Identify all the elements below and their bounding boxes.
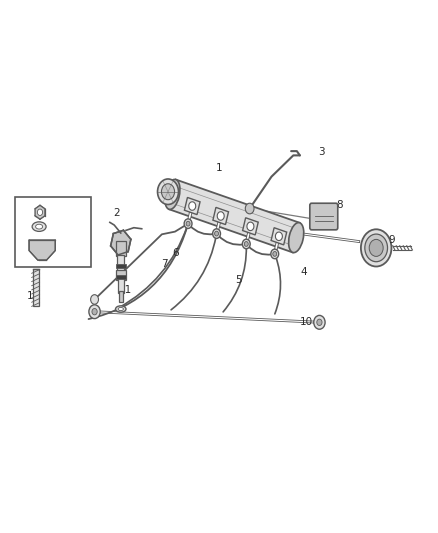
Ellipse shape	[244, 241, 248, 246]
Text: 12: 12	[40, 214, 53, 224]
Ellipse shape	[32, 222, 46, 231]
Ellipse shape	[247, 222, 254, 231]
Text: 6: 6	[172, 248, 179, 258]
Text: 13: 13	[35, 243, 49, 253]
Bar	[14, 197, 91, 266]
Text: 2: 2	[113, 208, 120, 219]
Ellipse shape	[118, 308, 124, 311]
Text: 9: 9	[388, 235, 395, 245]
Ellipse shape	[184, 219, 192, 229]
Polygon shape	[169, 180, 300, 253]
Text: 8: 8	[336, 200, 343, 211]
Bar	[32, 269, 39, 306]
Ellipse shape	[189, 202, 196, 211]
Ellipse shape	[158, 179, 179, 205]
Bar	[116, 264, 126, 268]
Text: 4: 4	[301, 267, 307, 277]
Ellipse shape	[289, 223, 304, 253]
Circle shape	[89, 305, 100, 319]
Ellipse shape	[365, 234, 388, 262]
Ellipse shape	[186, 221, 190, 226]
Polygon shape	[213, 207, 229, 224]
Ellipse shape	[217, 212, 224, 220]
Text: 11: 11	[119, 286, 132, 295]
Text: 3: 3	[318, 147, 325, 157]
Ellipse shape	[35, 224, 42, 229]
Ellipse shape	[273, 252, 277, 256]
Circle shape	[91, 295, 99, 304]
Text: 7: 7	[161, 259, 168, 269]
Ellipse shape	[361, 229, 392, 266]
Ellipse shape	[165, 180, 180, 209]
Bar	[118, 278, 124, 293]
Ellipse shape	[215, 231, 219, 236]
Ellipse shape	[242, 239, 250, 249]
Circle shape	[37, 209, 42, 215]
Bar	[116, 241, 126, 256]
Text: 15: 15	[27, 290, 40, 301]
FancyBboxPatch shape	[310, 203, 338, 230]
Text: 5: 5	[235, 275, 242, 285]
Ellipse shape	[212, 229, 220, 238]
Ellipse shape	[116, 306, 126, 312]
Text: 1: 1	[215, 163, 223, 173]
Polygon shape	[243, 218, 258, 235]
Polygon shape	[271, 228, 287, 245]
Bar	[116, 270, 126, 280]
Circle shape	[245, 203, 254, 214]
Bar	[117, 255, 124, 272]
Ellipse shape	[276, 232, 283, 240]
Text: 10: 10	[300, 317, 313, 327]
Bar	[116, 275, 126, 279]
Polygon shape	[35, 205, 45, 219]
Polygon shape	[29, 240, 55, 260]
Circle shape	[317, 319, 322, 326]
Polygon shape	[111, 230, 131, 255]
Ellipse shape	[369, 239, 383, 256]
Polygon shape	[184, 197, 200, 215]
Text: 14: 14	[35, 228, 49, 238]
Ellipse shape	[162, 184, 175, 200]
Ellipse shape	[271, 249, 279, 259]
Bar	[119, 292, 123, 302]
Circle shape	[92, 309, 97, 315]
Circle shape	[314, 316, 325, 329]
